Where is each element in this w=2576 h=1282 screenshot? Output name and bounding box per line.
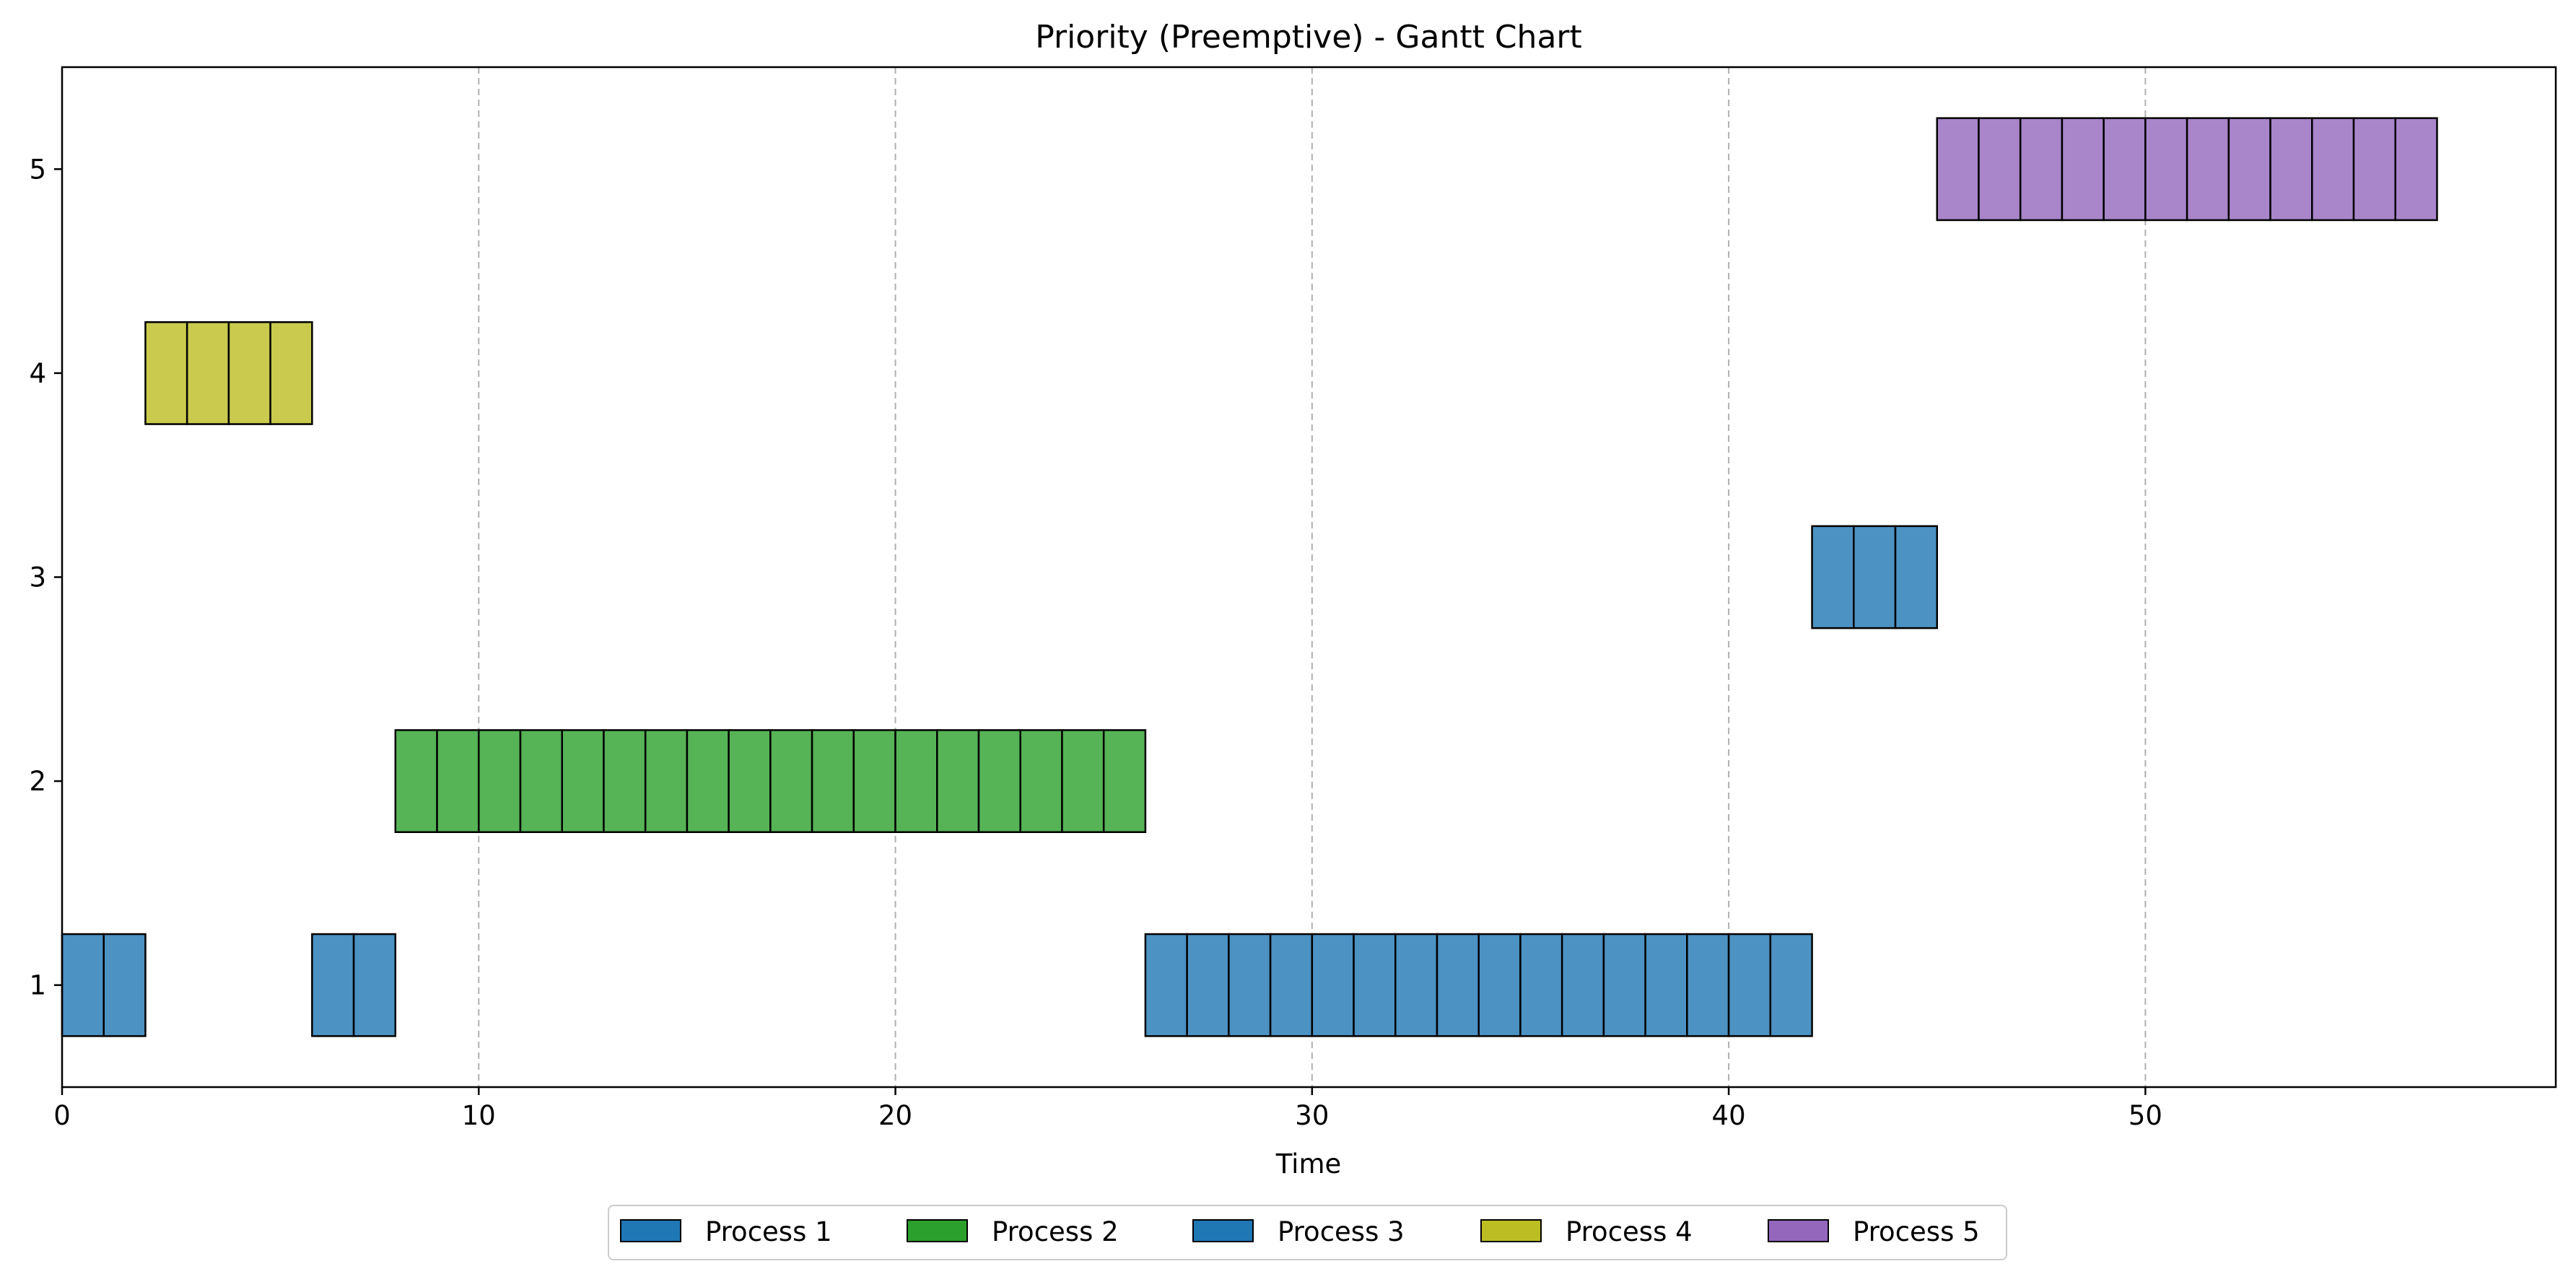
bars: [61, 117, 2438, 1037]
gantt-bar-segment: [1853, 525, 1897, 629]
x-tick-label: 10: [462, 1100, 496, 1131]
gantt-bar-segment: [1686, 933, 1730, 1037]
x-tick-label: 30: [1295, 1100, 1329, 1131]
gantt-bar-segment: [1519, 933, 1563, 1037]
gantt-bar-segment: [769, 729, 813, 834]
gantt-bar-segment: [1477, 933, 1521, 1037]
y-tick-label: 4: [29, 358, 46, 389]
gantt-bar-segment: [2352, 117, 2396, 222]
gantt-bar-segment: [102, 933, 147, 1037]
gantt-bar-segment: [61, 933, 105, 1037]
gantt-bar-segment: [2311, 117, 2355, 222]
gantt-bar-segment: [1019, 729, 1063, 834]
legend-entry: Process 3: [1192, 1216, 1405, 1247]
gantt-bar-segment: [1311, 933, 1355, 1037]
gantt-bar-segment: [852, 729, 896, 834]
gantt-bar-segment: [478, 729, 522, 834]
gantt-bar-segment: [936, 729, 980, 834]
gantt-bar-segment: [1144, 933, 1188, 1037]
gantt-bar-segment: [2144, 117, 2188, 222]
gantt-bar-segment: [1269, 933, 1314, 1037]
gantt-bar-segment: [1560, 933, 1605, 1037]
legend-label: Process 4: [1566, 1216, 1693, 1247]
gantt-bar-segment: [227, 321, 271, 425]
gantt-bar-segment: [686, 729, 730, 834]
gantt-bar-segment: [1228, 933, 1272, 1037]
legend-swatch: [1768, 1219, 1829, 1242]
x-tick-label: 20: [878, 1100, 912, 1131]
gantt-bar-segment: [561, 729, 605, 834]
legend-label: Process 2: [992, 1216, 1119, 1247]
gantt-bar-segment: [2227, 117, 2271, 222]
gantt-bar-segment: [519, 729, 563, 834]
grid-lines: [478, 67, 2147, 1087]
chart-title: Priority (Preemptive) - Gantt Chart: [1035, 19, 1582, 56]
gantt-bar-segment: [394, 729, 438, 834]
gantt-bar-segment: [603, 729, 647, 834]
legend-swatch: [1480, 1219, 1542, 1242]
gantt-bar-segment: [2061, 117, 2105, 222]
legend-entry: Process 5: [1768, 1216, 1980, 1247]
gantt-bar-segment: [185, 321, 230, 425]
gantt-bar-segment: [1394, 933, 1438, 1037]
legend-entry: Process 4: [1480, 1216, 1693, 1247]
gantt-bar-segment: [977, 729, 1021, 834]
gantt-bar-segment: [269, 321, 313, 425]
gantt-bar-segment: [1936, 117, 1980, 222]
gantt-bar-segment: [1769, 933, 1813, 1037]
legend-swatch: [620, 1219, 681, 1242]
gantt-bar-segment: [1353, 933, 1397, 1037]
legend-entry: Process 1: [620, 1216, 832, 1247]
x-axis: 0 10 20 30 40 50: [53, 1087, 2162, 1131]
gantt-bar-segment: [811, 729, 855, 834]
legend-swatch: [907, 1219, 968, 1242]
x-axis-title: Time: [1275, 1148, 1342, 1179]
gantt-bar-segment: [1102, 729, 1147, 834]
gantt-bar-segment: [1436, 933, 1480, 1037]
legend-label: Process 3: [1278, 1216, 1405, 1247]
gantt-bar-segment: [1978, 117, 2022, 222]
gantt-bar-segment: [644, 729, 689, 834]
gantt-bar-segment: [2103, 117, 2147, 222]
legend-label: Process 5: [1853, 1216, 1980, 1247]
gantt-bar-segment: [2394, 117, 2438, 222]
gantt-bar-segment: [1727, 933, 1772, 1037]
legend-swatch: [1192, 1219, 1254, 1242]
legend-entry: Process 2: [907, 1216, 1119, 1247]
legend-box: [608, 1205, 2007, 1260]
gantt-bar-segment: [1602, 933, 1646, 1037]
gantt-bar-segment: [1186, 933, 1230, 1037]
x-tick-label: 0: [53, 1100, 71, 1131]
gantt-bar-segment: [1894, 525, 1938, 629]
gantt-bar-segment: [2186, 117, 2230, 222]
legend: Process 1 Process 2 Process 3 Process 4 Proc…: [608, 1205, 2007, 1260]
gantt-bar-segment: [311, 933, 355, 1037]
gantt-bar-segment: [144, 321, 188, 425]
legend-label: Process 1: [705, 1216, 832, 1247]
gantt-bar-segment: [2019, 117, 2064, 222]
gantt-bar-segment: [894, 729, 938, 834]
gantt-bar-segment: [2269, 117, 2313, 222]
y-tick-label: 3: [29, 562, 46, 593]
y-axis: 1 2 3 4 5: [29, 154, 62, 1001]
y-tick-label: 5: [29, 154, 46, 185]
gantt-bar-segment: [436, 729, 480, 834]
y-tick-label: 2: [29, 766, 46, 797]
gantt-bar-segment: [1811, 525, 1855, 629]
x-tick-label: 50: [2129, 1100, 2162, 1131]
gantt-bar-segment: [1644, 933, 1688, 1037]
gantt-bar-segment: [1061, 729, 1105, 834]
gantt-bar-segment: [352, 933, 397, 1037]
y-tick-label: 1: [29, 970, 46, 1001]
x-tick-label: 40: [1712, 1100, 1746, 1131]
gantt-bar-segment: [728, 729, 772, 834]
